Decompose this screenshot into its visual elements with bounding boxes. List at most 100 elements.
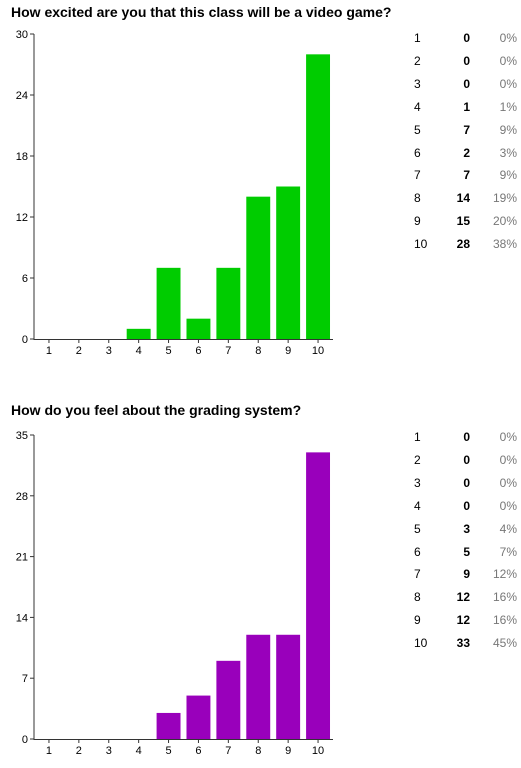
x-tick-label: 9 — [285, 345, 291, 357]
stats-row: 1 0 0% — [414, 426, 517, 449]
chart-section-2: How do you feel about the grading system… — [0, 400, 521, 768]
x-tick-label: 6 — [195, 745, 201, 757]
x-tick-label: 4 — [136, 745, 142, 757]
stats-percent: 3% — [499, 145, 517, 160]
x-tick-label: 4 — [136, 345, 142, 357]
stats-count: 7 — [463, 168, 470, 183]
response-stats-table: 1 0 0% 2 0 0% 3 0 0% 4 1 1% 5 7 9% 6 2 3% 7 7 9% 8 14 19% 9 15 20%… — [414, 27, 517, 256]
stats-row: 10 33 45% — [414, 632, 517, 655]
x-tick-label: 3 — [106, 745, 112, 757]
stats-category: 10 — [414, 636, 428, 651]
stats-percent: 0% — [499, 498, 517, 513]
x-tick-label: 1 — [46, 745, 52, 757]
stats-category: 4 — [414, 99, 421, 114]
y-tick-label: 28 — [16, 491, 28, 503]
stats-category: 8 — [414, 590, 421, 605]
response-stats-table: 1 0 0% 2 0 0% 3 0 0% 4 0 0% 5 3 4% 6 5 7% 7 9 12% 8 12 16% 9 12 16… — [414, 426, 517, 655]
bar-chart: 0 7 14 21 28 35 1 2 3 4 5 6 7 8 9 10 — [16, 430, 333, 757]
stats-category: 5 — [414, 521, 421, 536]
stats-row: 9 12 16% — [414, 609, 517, 632]
x-tick-label: 7 — [225, 345, 231, 357]
bar — [126, 328, 151, 339]
bar — [156, 712, 181, 739]
stats-percent: 12% — [492, 567, 517, 582]
stats-percent: 9% — [499, 122, 517, 137]
stats-row: 9 15 20% — [414, 210, 517, 233]
x-tick-label: 7 — [225, 745, 231, 757]
chart-title: How excited are you that this class will… — [11, 4, 392, 20]
bar — [276, 634, 301, 739]
bar — [306, 54, 331, 339]
stats-row: 3 0 0% — [414, 73, 517, 96]
stats-row: 6 5 7% — [414, 541, 517, 564]
chart-title: How do you feel about the grading system… — [11, 402, 302, 418]
stats-row: 8 14 19% — [414, 187, 517, 210]
bar — [276, 186, 301, 339]
stats-category: 10 — [414, 237, 428, 252]
x-tick-label: 8 — [255, 345, 261, 357]
stats-percent: 16% — [492, 613, 517, 628]
stats-percent: 19% — [492, 191, 517, 206]
stats-row: 5 7 9% — [414, 119, 517, 142]
stats-count: 1 — [463, 99, 470, 114]
stats-row: 10 28 38% — [414, 233, 517, 256]
stats-count: 5 — [463, 544, 470, 559]
x-tick-label: 6 — [195, 345, 201, 357]
stats-count: 3 — [463, 521, 470, 536]
y-tick-label: 0 — [22, 734, 28, 746]
stats-count: 12 — [456, 590, 470, 605]
stats-category: 2 — [414, 53, 421, 68]
y-tick-label: 18 — [16, 151, 28, 163]
stats-category: 3 — [414, 76, 421, 91]
stats-percent: 1% — [499, 99, 517, 114]
bar — [306, 452, 331, 739]
y-tick-label: 30 — [16, 29, 28, 41]
x-tick-label: 10 — [312, 345, 324, 357]
stats-count: 14 — [456, 191, 470, 206]
stats-percent: 4% — [499, 521, 517, 536]
stats-percent: 0% — [499, 430, 517, 444]
stats-percent: 38% — [492, 237, 517, 252]
stats-row: 2 0 0% — [414, 449, 517, 472]
stats-row: 2 0 0% — [414, 50, 517, 73]
stats-count: 0 — [463, 430, 470, 444]
stats-category: 9 — [414, 214, 421, 229]
stats-count: 33 — [456, 636, 470, 651]
stats-row: 5 3 4% — [414, 518, 517, 541]
y-tick-label: 35 — [16, 430, 28, 442]
bar — [246, 634, 271, 739]
x-tick-label: 9 — [285, 745, 291, 757]
stats-count: 2 — [463, 145, 470, 160]
stats-row: 4 0 0% — [414, 495, 517, 518]
stats-percent: 0% — [499, 31, 517, 45]
bar — [216, 660, 241, 739]
stats-count: 0 — [463, 498, 470, 513]
stats-category: 5 — [414, 122, 421, 137]
stats-row: 3 0 0% — [414, 472, 517, 495]
stats-count: 0 — [463, 76, 470, 91]
stats-category: 4 — [414, 498, 421, 513]
x-tick-label: 2 — [76, 345, 82, 357]
stats-count: 0 — [463, 452, 470, 467]
x-tick-label: 5 — [165, 745, 171, 757]
bar — [156, 267, 181, 339]
stats-count: 9 — [463, 567, 470, 582]
x-tick-label: 8 — [255, 745, 261, 757]
stats-row: 7 9 12% — [414, 563, 517, 586]
stats-row: 7 7 9% — [414, 164, 517, 187]
stats-category: 8 — [414, 191, 421, 206]
stats-category: 1 — [414, 31, 421, 45]
stats-row: 8 12 16% — [414, 586, 517, 609]
stats-category: 6 — [414, 544, 421, 559]
x-tick-label: 1 — [46, 345, 52, 357]
stats-row: 6 2 3% — [414, 142, 517, 165]
y-tick-label: 21 — [16, 552, 28, 564]
stats-percent: 0% — [499, 452, 517, 467]
x-tick-label: 10 — [312, 745, 324, 757]
stats-count: 15 — [456, 214, 470, 229]
bar — [246, 196, 271, 339]
stats-count: 12 — [456, 613, 470, 628]
stats-category: 9 — [414, 613, 421, 628]
stats-percent: 0% — [499, 475, 517, 490]
y-tick-label: 14 — [16, 612, 28, 624]
